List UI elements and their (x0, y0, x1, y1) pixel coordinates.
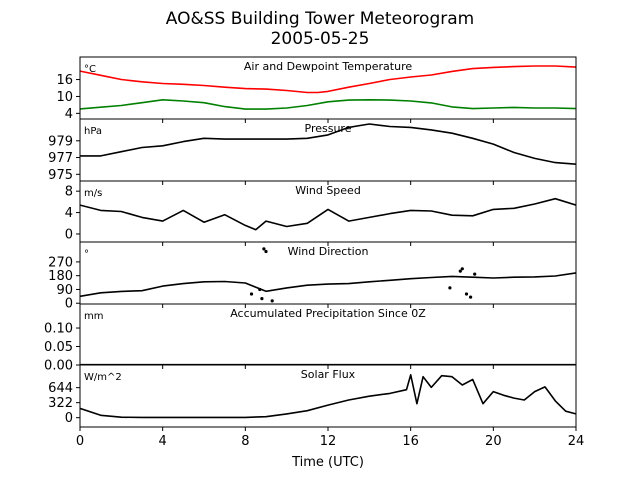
solar-flux-unit: W/m^2 (84, 372, 122, 383)
wind-direction-unit: ° (84, 249, 89, 260)
wind-speed-ytick-label: 0 (65, 227, 73, 242)
xtick-label: 24 (568, 434, 585, 449)
xtick-label: 0 (76, 434, 84, 449)
xtick-label: 8 (241, 434, 249, 449)
solar-flux-ytick-label: 0 (65, 411, 73, 426)
wind-speed-ytick-label: 8 (65, 185, 73, 200)
wind-direction-point (464, 292, 469, 296)
solar-flux-title: Solar Flux (301, 368, 356, 381)
wind-direction-point (458, 269, 462, 273)
wind-direction-point (460, 267, 464, 271)
temperature-ytick-label: 16 (56, 73, 73, 88)
wind-direction-title: Wind Direction (288, 245, 369, 258)
xtick-label: 4 (159, 434, 167, 449)
temperature-ytick-label: 10 (56, 90, 73, 105)
solar-flux-ytick-label: 644 (48, 381, 73, 396)
pressure-ytick-label: 979 (48, 134, 73, 149)
precipitation-title: Accumulated Precipitation Since 0Z (230, 307, 426, 320)
pressure-unit: hPa (84, 126, 102, 137)
wind-direction-ytick-label: 0 (65, 297, 73, 312)
x-axis: 0 4 8 12 16 20 24 (76, 434, 584, 449)
precipitation-ytick-label: 0.10 (44, 322, 73, 337)
pressure-title: Pressure (305, 122, 352, 135)
wind-direction-point (262, 247, 266, 251)
figure-date: 2005-05-25 (271, 29, 370, 49)
wind-speed-title: Wind Speed (295, 184, 361, 197)
solar-flux-series-line (80, 373, 576, 419)
figure-title: AO&SS Building Tower Meteorogram (166, 9, 474, 29)
wind-direction-point (258, 287, 262, 292)
wind-speed-series-line (80, 197, 576, 231)
pressure-ytick-label: 975 (48, 168, 73, 183)
xtick-label: 12 (320, 434, 337, 449)
wind-direction-point (473, 272, 477, 276)
pressure-panel: 975 977 979 Pressure hPa (48, 118, 577, 185)
precipitation-panel: 0.00 0.05 0.10 Accumulated Precipitation Si… (44, 303, 577, 374)
xtick-label: 20 (485, 434, 502, 449)
pressure-ytick-label: 977 (48, 151, 73, 166)
wind-direction-ytick-label: 90 (56, 283, 73, 298)
x-axis-label: Time (UTC) (291, 455, 364, 470)
wind-direction-point (260, 297, 264, 301)
temperature-series-line (80, 99, 576, 110)
wind-direction-point (469, 295, 473, 299)
wind-direction-point (249, 292, 254, 296)
temperature-panel: 4 10 16 Air and Dewpoint Temperature °C (56, 56, 577, 123)
pressure-series-line (80, 123, 576, 165)
wind-direction-series-line (80, 272, 576, 298)
temperature-unit: °C (84, 64, 96, 75)
solar-flux-ytick-label: 322 (48, 396, 73, 411)
wind-direction-point (448, 286, 452, 290)
temperature-ytick-label: 4 (65, 107, 73, 122)
xtick-label: 16 (402, 434, 419, 449)
precipitation-unit: mm (84, 311, 103, 322)
temperature-series-line (80, 65, 576, 94)
wind-speed-ytick-label: 4 (65, 206, 73, 221)
precipitation-ytick-label: 0.00 (44, 359, 73, 374)
precipitation-ytick-label: 0.05 (44, 340, 73, 355)
wind-speed-panel: 0 4 8 Wind Speed m/s (65, 180, 577, 246)
wind-direction-point (264, 249, 268, 254)
wind-direction-ytick-label: 180 (48, 269, 73, 284)
wind-direction-ytick-label: 270 (48, 255, 73, 270)
wind-speed-unit: m/s (84, 188, 102, 199)
wind-direction-point (270, 299, 274, 303)
temperature-title: Air and Dewpoint Temperature (244, 60, 412, 73)
